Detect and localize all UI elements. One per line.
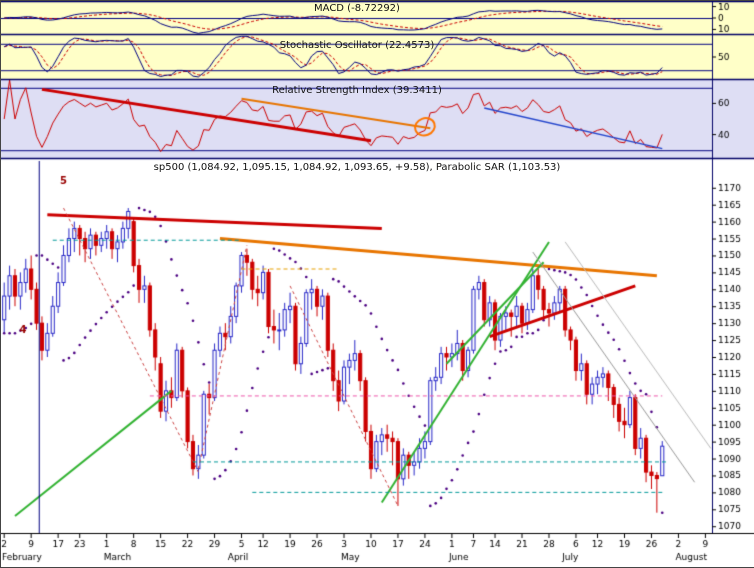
charting-app-window: MACD (-8.72292) Stochastic Oscillator (2… — [0, 0, 754, 568]
price-chart-canvas[interactable] — [1, 1, 754, 567]
